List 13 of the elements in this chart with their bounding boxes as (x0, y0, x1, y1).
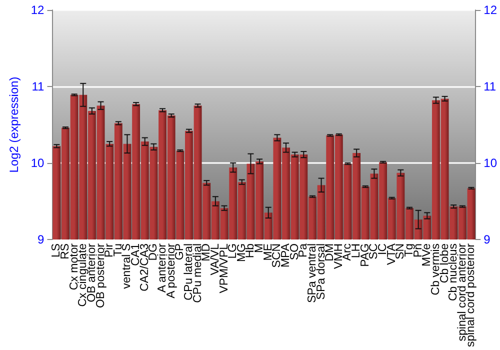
y2-tick-label: 12 (484, 3, 498, 17)
x-tick-label: spinal cord posterior (465, 243, 478, 348)
x-tick-label: Tg (403, 243, 416, 257)
x-tick-label: RS (59, 243, 72, 260)
y-axis-title: Log2 (expression) (7, 76, 21, 173)
x-tick-label: OB posterior (94, 243, 107, 308)
y-tick-label: 9 (38, 232, 45, 246)
y2-tick-label: 11 (484, 79, 496, 94)
y-tick-label: 12 (30, 3, 45, 17)
y-tick-label: 11 (32, 79, 45, 94)
y-tick-label: 10 (30, 156, 45, 170)
y2-tick-label: 9 (484, 232, 491, 246)
y2-tick-label: 10 (484, 156, 498, 170)
